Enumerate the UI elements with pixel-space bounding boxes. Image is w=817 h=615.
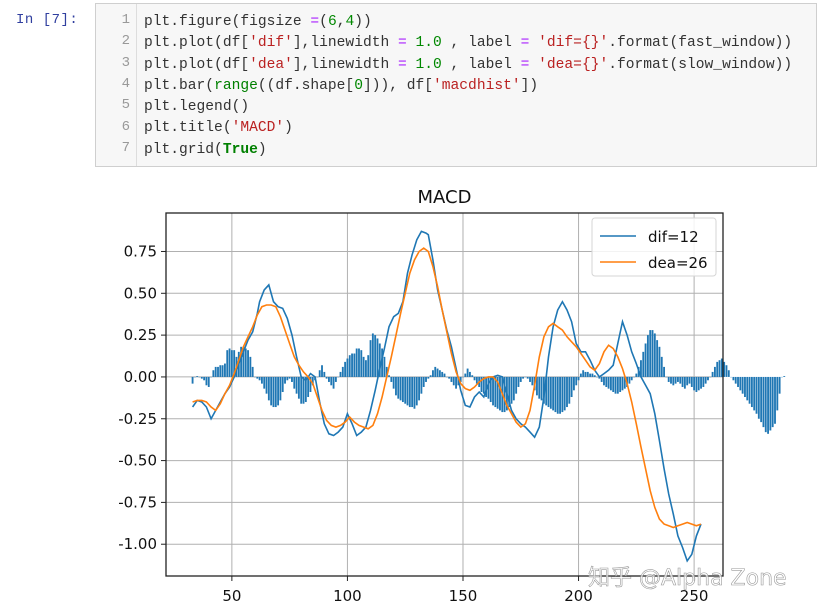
axis-ticks: 50 100 150 200 250 0.75 0.50 0.25 0.00 -0.25 -0.50… [118, 242, 708, 605]
code-line: plt.figure(figsize =(6,4)) [144, 14, 372, 30]
code-line: plt.plot(df['dea'],linewidth = 1.0 , lab… [144, 56, 793, 73]
y-tick-label: -0.50 [118, 452, 157, 470]
x-tick-label: 150 [449, 587, 478, 605]
code-line: plt.legend() [144, 99, 250, 116]
watermark: 知乎 @Alpha Zone [588, 566, 787, 591]
code-cell[interactable]: 1 2 3 4 5 6 7 plt.figure(figsize =(6,4)) plt.pl… [95, 3, 817, 167]
x-tick-label: 100 [333, 587, 362, 605]
legend-dea-label: dea=26 [648, 254, 708, 272]
line-number: 1 [121, 12, 130, 28]
line-number: 3 [121, 54, 130, 71]
cell-prompt: In [7]: [16, 12, 79, 28]
macdhist-bars [191, 330, 786, 434]
line-number: 7 [121, 139, 130, 156]
y-tick-label: -0.75 [118, 493, 157, 511]
code-line: plt.title('MACD') [144, 120, 293, 137]
line-number: 6 [121, 118, 130, 135]
x-tick-label: 200 [564, 587, 593, 605]
code-line: plt.plot(df['dif'],linewidth = 1.0 , lab… [144, 35, 793, 52]
plot-frame [165, 212, 724, 577]
legend: dif=12 dea=26 [591, 217, 717, 277]
y-tick-label: 0.00 [124, 368, 157, 386]
dea-line [192, 247, 702, 529]
y-tick-label: 0.75 [124, 242, 157, 260]
y-tick-label: 0.25 [124, 326, 157, 344]
y-tick-label: 0.50 [124, 284, 157, 302]
line-number: 4 [121, 75, 130, 92]
legend-dif-label: dif=12 [648, 228, 699, 246]
x-tick-label: 50 [222, 587, 241, 605]
line-number: 2 [121, 33, 130, 50]
code-line: plt.grid(True) [144, 141, 267, 158]
chart-title: MACD [418, 187, 472, 208]
code-editor[interactable]: plt.figure(figsize =(6,4)) plt.plot(df['d… [144, 12, 792, 161]
line-number: 5 [121, 97, 130, 114]
line-number-gutter: 1 2 3 4 5 6 7 [96, 4, 137, 166]
y-tick-label: -0.25 [118, 410, 157, 428]
y-tick-label: -1.00 [118, 535, 157, 553]
x-tick-label: 250 [680, 587, 709, 605]
code-line: plt.bar(range((df.shape[0])), df['macdhi… [144, 77, 539, 94]
